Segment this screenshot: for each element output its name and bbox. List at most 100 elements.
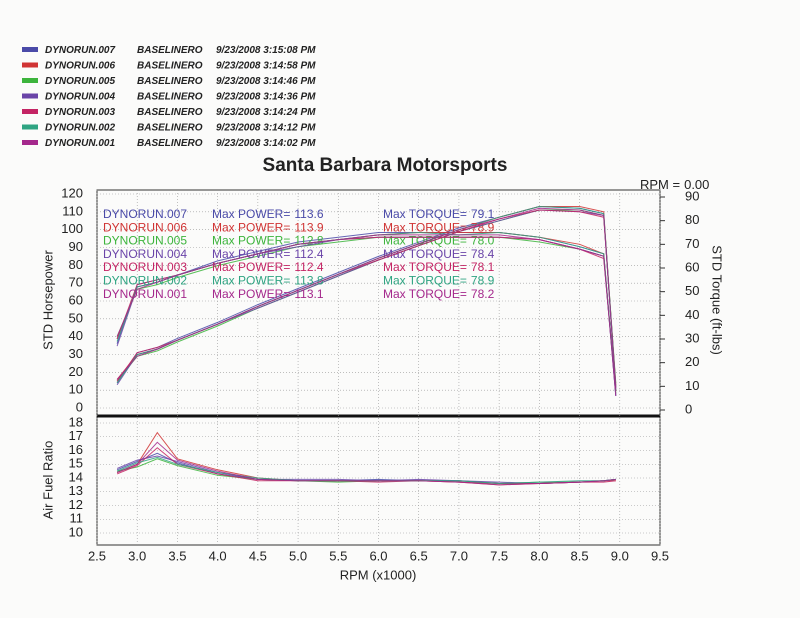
annotation-run: DYNORUN.006 [103,220,187,234]
max-annotation: DYNORUN.006 Max POWER= 113.9 Max TORQUE= 78.… [103,220,495,234]
legend-run: DYNORUN.001 [45,138,115,149]
afr-tick-label: 16 [69,442,83,457]
rpm-readout: RPM = 0.00 [640,177,709,192]
annotation-run: DYNORUN.005 [103,234,187,248]
torque-line [116,232,617,396]
x-tick-label: 5.0 [289,548,307,563]
x-tick-label: 2.5 [88,548,106,563]
y2-tick-label: 20 [685,354,699,369]
legend-swatch [22,124,38,130]
max-power: 113.6 [294,207,323,221]
legend-entry: DYNORUN.006 BASELINERO 9/23/2008 3:14:58 P… [45,60,316,71]
y-tick-label: 30 [69,346,83,361]
x-tick-label: 3.0 [128,548,146,563]
y2-tick-label: 40 [685,307,699,322]
max-annotation: DYNORUN.003 Max POWER= 112.4 Max TORQUE= 78.… [103,260,495,274]
y2-tick-label: 80 [685,212,699,227]
rpm-readout-label: RPM = [640,177,680,192]
annotation-run: DYNORUN.002 [103,274,187,288]
torque-line [116,231,617,394]
legend-description: BASELINERO [137,122,203,133]
afr-tick-label: 17 [69,428,83,443]
x-tick-label: 4.0 [209,548,227,563]
legend-timestamp: 9/23/2008 3:15:08 PM [216,45,316,56]
x-tick-label: 7.0 [450,548,468,563]
torque-line [116,232,617,394]
torque-label: Max TORQUE= [383,287,467,301]
legend-run: DYNORUN.004 [45,91,115,102]
max-torque: 78.0 [471,234,495,248]
y-tick-label: 120 [61,185,83,200]
max-power: 112.4 [294,247,323,261]
annotation-run: DYNORUN.003 [103,260,187,274]
legend-run: DYNORUN.007 [45,45,115,56]
x-tick-label: 9.0 [611,548,629,563]
y-tick-label: 60 [69,292,83,307]
power-label: Max POWER= [212,220,290,234]
legend-swatch [22,140,38,145]
legend-run: DYNORUN.003 [45,107,115,118]
afr-tick-label: 18 [69,414,83,429]
torque-label: Max TORQUE= [383,260,467,274]
annotation-run: DYNORUN.007 [103,207,187,221]
torque-line [116,236,617,392]
legend-run: DYNORUN.002 [45,122,115,133]
legend-entry: DYNORUN.007 BASELINERO 9/23/2008 3:15:08 P… [45,45,316,56]
y2-tick-label: 10 [685,378,699,393]
legend-swatch [22,109,38,114]
annotation-run: DYNORUN.001 [103,287,187,301]
torque-label: Max TORQUE= [383,234,467,248]
legend-timestamp: 9/23/2008 3:14:02 PM [216,138,316,149]
power-label: Max POWER= [212,287,290,301]
power-line [116,207,617,389]
y2-tick-label: 0 [685,401,692,416]
y-tick-label: 40 [69,328,83,343]
max-power: 113.9 [294,220,323,234]
annotation-run: DYNORUN.004 [103,247,187,261]
y-tick-label: 80 [69,257,83,272]
max-power: 112.4 [294,260,323,274]
legend-entry: DYNORUN.005 BASELINERO 9/23/2008 3:14:46 P… [45,76,316,87]
y2-tick-label: 90 [685,188,699,203]
power-label: Max POWER= [212,260,290,274]
legend-description: BASELINERO [137,107,203,118]
torque-line [116,234,617,396]
legend-description: BASELINERO [137,76,203,87]
y-tick-label: 0 [76,399,83,414]
x-tick-label: 5.5 [329,548,347,563]
afr-tick-label: 11 [70,511,84,526]
y2-tick-label: 50 [685,283,699,298]
max-annotation: DYNORUN.004 Max POWER= 112.4 Max TORQUE= 78.… [103,247,495,261]
y-axis-label: STD Horsepower [40,249,55,349]
power-label: Max POWER= [212,234,290,248]
x-tick-label: 3.5 [168,548,186,563]
x-tick-label: 6.0 [369,548,387,563]
legend-description: BASELINERO [137,60,203,71]
rpm-readout-value: 0.00 [684,177,709,192]
max-torque: 78.2 [471,287,495,301]
x-tick-label: 6.5 [410,548,428,563]
legend-timestamp: 9/23/2008 3:14:58 PM [216,60,316,71]
legend-swatch [22,93,38,99]
legend-swatch [22,78,38,83]
legend-timestamp: 9/23/2008 3:14:24 PM [216,107,316,118]
torque-line [116,236,617,392]
legend-description: BASELINERO [137,138,203,149]
max-power: 113.1 [294,287,323,301]
afr-line [116,441,616,486]
legend-swatch [22,62,38,68]
torque-label: Max TORQUE= [383,274,467,288]
afr-axis-label: Air Fuel Ratio [40,441,55,520]
legend-timestamp: 9/23/2008 3:14:46 PM [216,76,316,87]
max-torque: 78.4 [471,247,495,261]
max-annotation: DYNORUN.005 Max POWER= 112.8 Max TORQUE= 78.… [103,234,495,248]
torque-label: Max TORQUE= [383,207,467,221]
x-tick-label: 4.5 [249,548,267,563]
max-power: 113.8 [294,274,323,288]
x-tick-label: 8.0 [530,548,548,563]
max-power: 112.8 [294,234,323,248]
max-annotation: DYNORUN.007 Max POWER= 113.6 Max TORQUE= 79.… [103,207,495,221]
torque-label: Max TORQUE= [383,220,467,234]
max-torque: 78.1 [471,260,495,274]
